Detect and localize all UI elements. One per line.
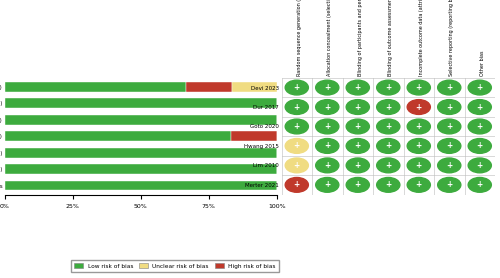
Text: +: +	[416, 161, 422, 170]
Circle shape	[316, 158, 339, 173]
Text: +: +	[446, 180, 452, 189]
Circle shape	[285, 138, 308, 153]
Bar	[186, 82, 232, 92]
Text: +: +	[324, 180, 330, 189]
Text: +: +	[354, 142, 361, 150]
Bar	[5, 98, 276, 108]
Circle shape	[316, 80, 339, 95]
Circle shape	[285, 158, 308, 173]
Text: +: +	[385, 122, 392, 131]
Bar	[5, 131, 232, 141]
Text: +: +	[354, 180, 361, 189]
Circle shape	[468, 138, 491, 153]
Text: +: +	[354, 103, 361, 111]
Circle shape	[468, 158, 491, 173]
Circle shape	[346, 119, 370, 134]
Text: +: +	[476, 142, 483, 150]
Text: +: +	[385, 103, 392, 111]
Circle shape	[346, 177, 370, 192]
Circle shape	[438, 177, 461, 192]
Circle shape	[468, 177, 491, 192]
Circle shape	[468, 100, 491, 115]
Text: +: +	[294, 103, 300, 111]
Circle shape	[346, 158, 370, 173]
Text: +: +	[416, 83, 422, 92]
Text: +: +	[324, 122, 330, 131]
Legend: Low risk of bias, Unclear risk of bias, High risk of bias: Low risk of bias, Unclear risk of bias, …	[71, 260, 279, 272]
Bar	[5, 181, 276, 190]
Text: +: +	[416, 103, 422, 111]
Circle shape	[346, 80, 370, 95]
Text: +: +	[354, 122, 361, 131]
Text: +: +	[324, 103, 330, 111]
Circle shape	[438, 100, 461, 115]
Circle shape	[468, 80, 491, 95]
Circle shape	[407, 158, 430, 173]
Text: +: +	[476, 103, 483, 111]
Bar	[5, 148, 276, 158]
Circle shape	[376, 158, 400, 173]
Bar	[232, 131, 276, 141]
Text: +: +	[354, 161, 361, 170]
Circle shape	[468, 119, 491, 134]
Circle shape	[316, 119, 339, 134]
Circle shape	[316, 177, 339, 192]
Text: +: +	[476, 83, 483, 92]
Circle shape	[285, 100, 308, 115]
Circle shape	[438, 80, 461, 95]
Circle shape	[376, 177, 400, 192]
Circle shape	[438, 158, 461, 173]
Text: +: +	[324, 83, 330, 92]
Text: +: +	[416, 180, 422, 189]
Circle shape	[407, 177, 430, 192]
Circle shape	[438, 119, 461, 134]
Circle shape	[407, 138, 430, 153]
Text: +: +	[294, 161, 300, 170]
Circle shape	[316, 138, 339, 153]
Circle shape	[346, 100, 370, 115]
Circle shape	[376, 119, 400, 134]
Text: +: +	[446, 83, 452, 92]
Text: +: +	[476, 161, 483, 170]
Circle shape	[407, 80, 430, 95]
Bar	[5, 115, 276, 125]
Text: +: +	[385, 83, 392, 92]
Text: +: +	[476, 180, 483, 189]
Text: +: +	[446, 103, 452, 111]
Text: +: +	[294, 142, 300, 150]
Text: +: +	[446, 161, 452, 170]
Text: +: +	[354, 83, 361, 92]
Circle shape	[438, 138, 461, 153]
Text: +: +	[416, 142, 422, 150]
Circle shape	[285, 177, 308, 192]
Circle shape	[285, 80, 308, 95]
Text: +: +	[385, 161, 392, 170]
Circle shape	[376, 100, 400, 115]
Text: +: +	[324, 161, 330, 170]
Text: +: +	[385, 180, 392, 189]
Text: +: +	[294, 83, 300, 92]
Bar	[5, 164, 276, 174]
Circle shape	[346, 138, 370, 153]
Text: +: +	[446, 142, 452, 150]
Circle shape	[285, 119, 308, 134]
Text: +: +	[324, 142, 330, 150]
Text: +: +	[385, 142, 392, 150]
Circle shape	[407, 100, 430, 115]
Circle shape	[407, 119, 430, 134]
Text: +: +	[294, 180, 300, 189]
Bar	[232, 82, 276, 92]
Text: +: +	[416, 122, 422, 131]
Text: +: +	[476, 122, 483, 131]
Text: +: +	[446, 122, 452, 131]
Text: +: +	[294, 122, 300, 131]
Circle shape	[376, 80, 400, 95]
Circle shape	[376, 138, 400, 153]
Circle shape	[316, 100, 339, 115]
Bar	[5, 82, 186, 92]
